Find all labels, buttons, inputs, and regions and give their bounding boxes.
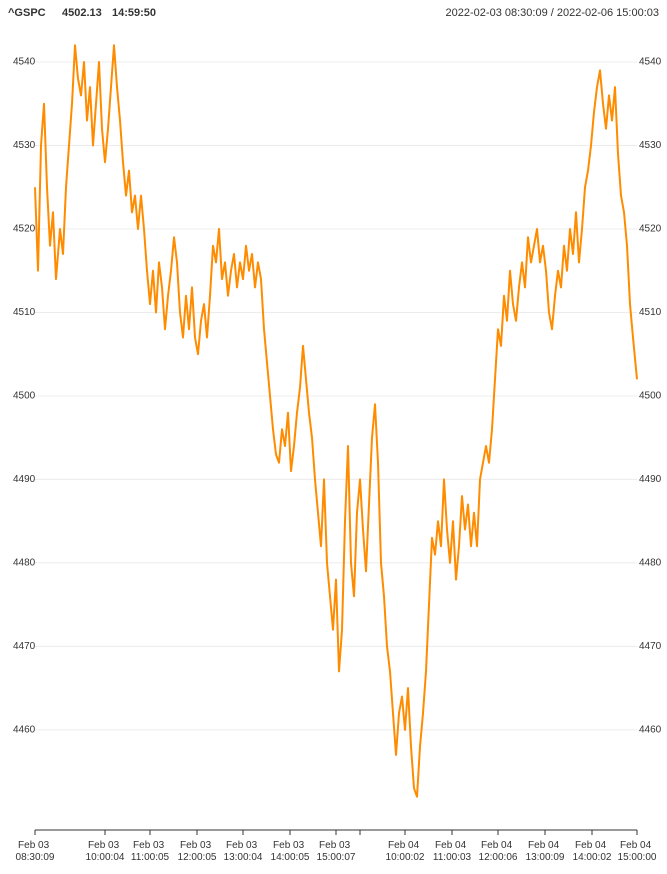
x-tick-label-date: Feb 04 — [575, 840, 609, 851]
y-tick-label-right: 4460 — [639, 725, 662, 736]
x-tick-label-time: 14:00:02 — [573, 852, 612, 863]
x-tick-label-date: Feb 04 — [481, 840, 515, 851]
x-tick-label: Feb 04 15:00:00 — [618, 840, 657, 863]
x-tick-label: Feb 03 15:00:07 — [317, 840, 356, 863]
x-tick-label-time: 15:00:00 — [618, 852, 657, 863]
y-tick-label-left: 4470 — [13, 641, 36, 652]
y-tick-label-right: 4540 — [639, 57, 662, 68]
x-tick-label-date: Feb 03 — [180, 840, 214, 851]
x-tick-label: Feb 03 14:00:05 — [271, 840, 310, 863]
x-tick-label-time: 08:30:09 — [16, 852, 55, 863]
symbol: ^GSPC — [8, 7, 46, 19]
y-tick-label-left: 4490 — [13, 474, 36, 485]
x-tick-label-date: Feb 04 — [620, 840, 654, 851]
x-tick-label: Feb 04 11:00:03 — [433, 840, 472, 863]
x-tick-label: Feb 03 11:00:05 — [131, 840, 170, 863]
x-tick-label-time: 11:00:05 — [131, 852, 170, 863]
x-tick-label-date: Feb 04 — [528, 840, 562, 851]
y-tick-label-right: 4490 — [639, 474, 662, 485]
x-tick-label-time: 10:00:02 — [386, 852, 425, 863]
x-tick-label: Feb 03 12:00:05 — [178, 840, 217, 863]
x-tick-label: Feb 04 12:00:06 — [479, 840, 518, 863]
x-tick-label: Feb 04 13:00:09 — [526, 840, 565, 863]
x-tick-label: Feb 03 08:30:09 — [16, 840, 55, 863]
time: 14:59:50 — [112, 7, 156, 19]
date-range: 2022-02-03 08:30:09 / 2022-02-06 15:00:0… — [446, 7, 659, 19]
x-tick-label: Feb 04 14:00:02 — [573, 840, 612, 863]
y-tick-label-left: 4540 — [13, 57, 36, 68]
y-tick-label-left: 4500 — [13, 391, 36, 402]
x-tick-label: Feb 03 13:00:04 — [224, 840, 263, 863]
y-tick-label-right: 4470 — [639, 641, 662, 652]
x-tick-label-time: 13:00:09 — [526, 852, 565, 863]
x-tick-label: Feb 03 10:00:04 — [86, 840, 125, 863]
x-tick-label-time: 15:00:07 — [317, 852, 356, 863]
x-tick-label-date: Feb 03 — [226, 840, 260, 851]
y-tick-label-right: 4520 — [639, 224, 662, 235]
x-tick-label: Feb 04 10:00:02 — [386, 840, 425, 863]
y-tick-label-left: 4480 — [13, 558, 36, 569]
x-tick-label-date: Feb 03 — [88, 840, 122, 851]
x-tick-label-time: 12:00:06 — [479, 852, 518, 863]
x-tick-label-date: Feb 03 — [319, 840, 353, 851]
x-tick-label-date: Feb 03 — [273, 840, 307, 851]
y-tick-label-left: 4520 — [13, 224, 36, 235]
y-tick-label-left: 4530 — [13, 140, 36, 151]
y-tick-label-right: 4500 — [639, 391, 662, 402]
last-price: 4502.13 — [62, 7, 102, 19]
y-tick-label-right: 4510 — [639, 307, 662, 318]
x-tick-label-date: Feb 03 — [18, 840, 52, 851]
x-tick-label-time: 10:00:04 — [86, 852, 125, 863]
price-line — [34, 44, 638, 798]
y-tick-label-left: 4460 — [13, 725, 36, 736]
y-tick-label-right: 4530 — [639, 140, 662, 151]
y-tick-label-left: 4510 — [13, 307, 36, 318]
y-tick-label-right: 4480 — [639, 558, 662, 569]
x-tick-label-date: Feb 04 — [435, 840, 469, 851]
x-tick-label-time: 12:00:05 — [178, 852, 217, 863]
x-tick-label-date: Feb 03 — [133, 840, 167, 851]
x-tick-label-time: 11:00:03 — [433, 852, 472, 863]
x-tick-label-time: 13:00:04 — [224, 852, 263, 863]
x-tick-label-date: Feb 04 — [388, 840, 422, 851]
x-tick-label-time: 14:00:05 — [271, 852, 310, 863]
